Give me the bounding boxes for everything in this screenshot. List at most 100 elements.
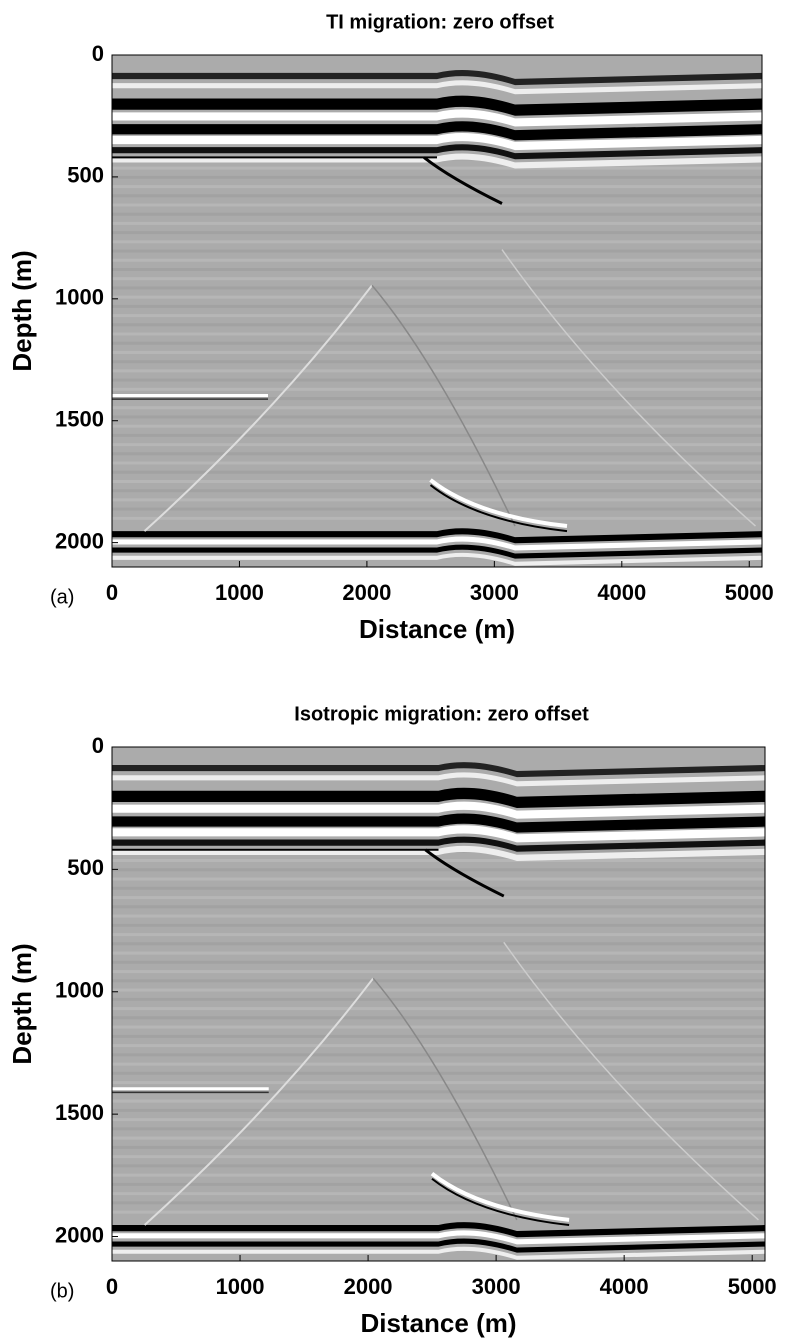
reflector bbox=[112, 1230, 765, 1245]
texture-stripe bbox=[112, 988, 765, 992]
reflector bbox=[112, 801, 765, 819]
reflector bbox=[112, 144, 762, 160]
y-tick-label: 1000 bbox=[55, 978, 104, 1003]
diffraction bbox=[431, 1177, 570, 1227]
diffraction bbox=[424, 848, 505, 898]
diffraction bbox=[143, 977, 374, 1226]
texture-stripe bbox=[112, 507, 762, 511]
texture-stripe bbox=[112, 387, 762, 391]
y-tick-label: 0 bbox=[92, 733, 104, 758]
panel-label: (b) bbox=[50, 1280, 74, 1302]
reflector bbox=[112, 1238, 765, 1253]
texture-stripe bbox=[112, 249, 762, 253]
texture-stripe bbox=[112, 194, 762, 198]
texture-stripe bbox=[112, 415, 762, 419]
texture-stripe bbox=[112, 933, 765, 937]
y-tick-label: 1000 bbox=[55, 285, 104, 310]
texture-stripe bbox=[112, 1044, 765, 1048]
texture-stripe bbox=[112, 886, 765, 890]
texture-stripe bbox=[112, 951, 765, 955]
texture-stripe bbox=[112, 332, 762, 336]
x-tick-label: 3000 bbox=[470, 580, 519, 605]
texture-stripe bbox=[112, 175, 762, 179]
diffraction bbox=[503, 941, 759, 1221]
reflector bbox=[112, 544, 762, 559]
texture-stripe bbox=[112, 1118, 765, 1122]
texture-stripe bbox=[112, 1164, 765, 1168]
diffraction bbox=[371, 284, 516, 527]
texture-stripe bbox=[112, 231, 762, 235]
texture-stripe bbox=[112, 1062, 765, 1066]
reflector bbox=[112, 1222, 765, 1238]
y-axis-label: Depth (m) bbox=[7, 943, 37, 1064]
x-tick-label: 3000 bbox=[472, 1274, 521, 1299]
texture-stripe bbox=[112, 360, 762, 364]
diffraction bbox=[429, 484, 568, 533]
texture-stripe bbox=[112, 286, 762, 290]
texture-stripe bbox=[112, 1192, 765, 1196]
texture-stripe bbox=[112, 295, 762, 299]
y-tick-label: 1500 bbox=[55, 1100, 104, 1125]
texture-stripe bbox=[112, 424, 762, 428]
x-tick-label: 5000 bbox=[725, 580, 774, 605]
texture-stripe bbox=[112, 498, 762, 502]
texture-stripe bbox=[112, 479, 762, 483]
texture-stripe bbox=[112, 979, 765, 983]
texture-stripe bbox=[112, 470, 762, 474]
diffraction bbox=[501, 249, 756, 527]
texture-stripe bbox=[112, 877, 765, 881]
y-tick-label: 1500 bbox=[55, 407, 104, 432]
texture-stripe bbox=[112, 185, 762, 189]
reflector bbox=[112, 825, 765, 843]
texture-stripe bbox=[112, 970, 765, 974]
diffraction bbox=[372, 977, 518, 1221]
y-tick-label: 500 bbox=[67, 855, 104, 880]
texture-stripe bbox=[112, 896, 765, 900]
texture-stripe bbox=[112, 868, 765, 872]
texture-stripe bbox=[112, 203, 762, 207]
texture-stripe bbox=[112, 516, 762, 520]
texture-stripe bbox=[112, 350, 762, 354]
y-tick-label: 2000 bbox=[55, 528, 104, 553]
texture-stripe bbox=[112, 1155, 765, 1159]
texture-stripe bbox=[112, 1210, 765, 1214]
reflector bbox=[112, 836, 765, 852]
texture-stripe bbox=[112, 452, 762, 456]
texture-stripe bbox=[112, 341, 762, 345]
texture-stripe bbox=[112, 1201, 765, 1205]
x-tick-label: 0 bbox=[106, 1274, 118, 1299]
x-axis-label: Distance (m) bbox=[360, 1308, 516, 1338]
x-axis-label: Distance (m) bbox=[359, 614, 515, 644]
y-tick-label: 2000 bbox=[55, 1222, 104, 1247]
texture-stripe bbox=[112, 314, 762, 318]
reflector bbox=[112, 762, 765, 778]
seismic-image bbox=[112, 747, 765, 1261]
texture-stripe bbox=[112, 942, 765, 946]
texture-stripe bbox=[112, 923, 765, 927]
diffraction bbox=[429, 478, 568, 529]
texture-stripe bbox=[112, 277, 762, 281]
texture-stripe bbox=[112, 1099, 765, 1103]
reflector bbox=[112, 95, 762, 116]
diffraction bbox=[430, 1172, 570, 1222]
texture-stripe bbox=[112, 369, 762, 373]
y-tick-label: 500 bbox=[67, 163, 104, 188]
x-tick-label: 1000 bbox=[215, 580, 264, 605]
texture-stripe bbox=[112, 323, 762, 327]
x-tick-label: 0 bbox=[106, 580, 118, 605]
texture-stripe bbox=[112, 914, 765, 918]
texture-stripe bbox=[112, 997, 765, 1001]
texture-stripe bbox=[112, 1053, 765, 1057]
x-tick-label: 2000 bbox=[342, 580, 391, 605]
texture-stripe bbox=[112, 461, 762, 465]
reflector bbox=[112, 536, 762, 551]
texture-stripe bbox=[112, 1173, 765, 1177]
x-tick-label: 4000 bbox=[600, 1274, 649, 1299]
texture-stripe bbox=[112, 1007, 765, 1011]
texture-stripe bbox=[112, 378, 762, 382]
texture-stripe bbox=[112, 433, 762, 437]
reflector bbox=[112, 552, 762, 566]
texture-stripe bbox=[112, 1136, 765, 1140]
chart-title: TI migration: zero offset bbox=[326, 11, 554, 33]
